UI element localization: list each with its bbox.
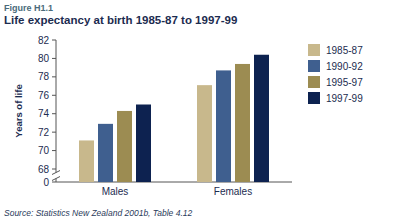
bar [79,140,94,182]
legend-swatch [308,60,320,72]
y-axis [56,40,57,173]
y-tick-label: 78 [38,71,50,82]
y-tick [52,58,56,59]
y-tick [52,169,56,170]
bar [216,70,231,182]
source: Source: Statistics New Zealand 2001b, Ta… [4,208,192,218]
bar [235,64,250,182]
y-tick-label: 0 [43,177,49,188]
y-tick [52,113,56,114]
legend-swatch [308,92,320,104]
x-tick-label: Females [214,186,252,197]
y-tick-label: 74 [38,108,50,119]
x-tick-label: Males [102,186,129,197]
bar [254,55,269,182]
y-tick [52,40,56,41]
y-tick [52,132,56,133]
y-tick [52,95,56,96]
chart: Figure H1.1Life expectancy at birth 1985… [0,0,400,221]
legend-swatch [308,44,320,56]
bar [197,85,212,182]
legend-label: 1990-92 [326,61,363,72]
y-tick-label: 68 [38,164,50,175]
bar [117,111,132,182]
legend-label: 1995-97 [326,77,363,88]
title: Life expectancy at birth 1985-87 to 1997… [4,14,237,26]
y-tick-label: 72 [38,127,50,138]
bar [98,124,113,182]
figure-label: Figure H1.1 [4,3,53,13]
y-tick-label: 80 [38,53,50,64]
y-tick-label: 70 [38,145,50,156]
y-axis-label: Years of life [13,84,24,137]
y-tick-label: 76 [38,90,50,101]
legend-swatch [308,76,320,88]
legend-label: 1997-99 [326,93,363,104]
y-tick [52,150,56,151]
y-tick [52,76,56,77]
y-tick-label: 82 [38,35,50,46]
y-tick [52,182,56,183]
bars [79,55,269,182]
bar [136,105,151,183]
legend-label: 1985-87 [326,45,363,56]
axis-break [52,171,60,181]
